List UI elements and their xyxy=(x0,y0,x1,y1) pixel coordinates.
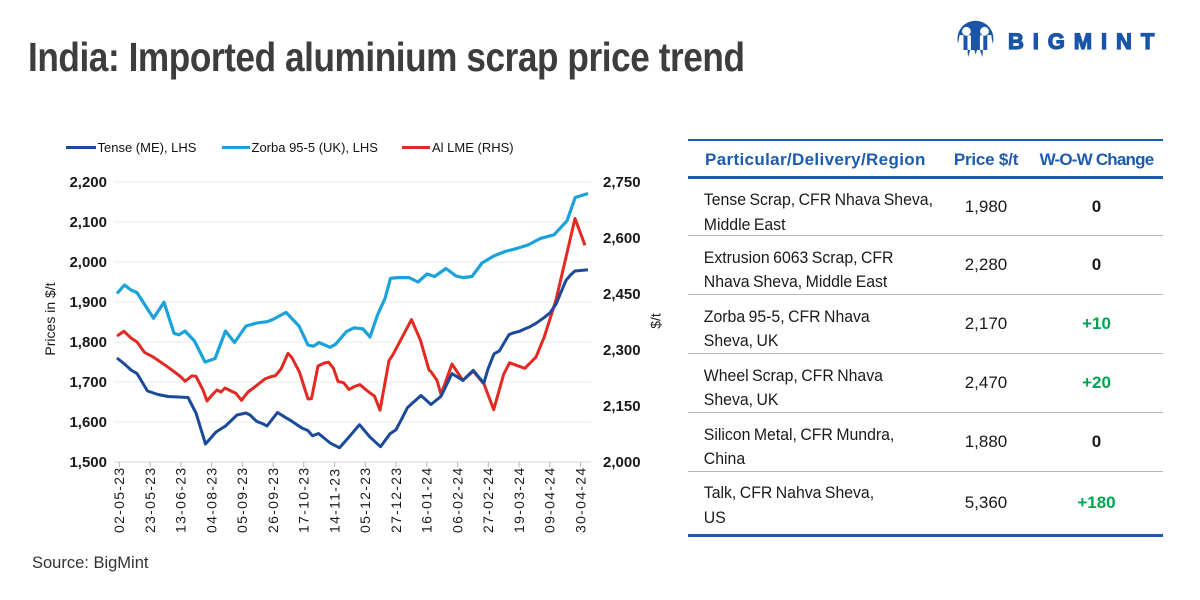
svg-text:2,600: 2,600 xyxy=(603,230,641,247)
svg-text:1,700: 1,700 xyxy=(69,374,107,391)
svg-text:23-05-23: 23-05-23 xyxy=(142,467,158,533)
svg-text:16-01-24: 16-01-24 xyxy=(419,467,435,533)
svg-text:09-04-24: 09-04-24 xyxy=(542,467,558,533)
svg-text:04-08-23: 04-08-23 xyxy=(203,467,219,533)
svg-text:1,900: 1,900 xyxy=(69,294,107,311)
svg-text:Prices in $/t: Prices in $/t xyxy=(42,282,58,355)
svg-text:Al LME (RHS): Al LME (RHS) xyxy=(432,140,514,155)
svg-text:30-04-24: 30-04-24 xyxy=(572,467,588,533)
svg-text:2,450: 2,450 xyxy=(603,286,641,303)
svg-text:$/t: $/t xyxy=(648,313,664,329)
svg-text:2,300: 2,300 xyxy=(603,342,641,359)
svg-text:17-10-23: 17-10-23 xyxy=(296,467,312,533)
svg-text:2,000: 2,000 xyxy=(69,254,107,271)
svg-text:2,750: 2,750 xyxy=(603,174,641,191)
svg-text:Zorba 95-5 (UK), LHS: Zorba 95-5 (UK), LHS xyxy=(252,140,379,155)
svg-text:2,000: 2,000 xyxy=(603,454,641,471)
svg-text:2,150: 2,150 xyxy=(603,398,641,415)
svg-text:05-12-23: 05-12-23 xyxy=(357,467,373,533)
svg-text:2,200: 2,200 xyxy=(69,174,107,191)
svg-text:1,500: 1,500 xyxy=(69,454,107,471)
svg-text:13-06-23: 13-06-23 xyxy=(173,467,189,533)
svg-text:14-11-23: 14-11-23 xyxy=(326,468,342,533)
svg-text:2,100: 2,100 xyxy=(69,214,107,231)
svg-text:02-05-23: 02-05-23 xyxy=(111,467,127,533)
svg-text:Tense (ME), LHS: Tense (ME), LHS xyxy=(98,140,197,155)
svg-text:26-09-23: 26-09-23 xyxy=(265,467,281,533)
svg-text:1,800: 1,800 xyxy=(69,334,107,351)
svg-text:1,600: 1,600 xyxy=(69,414,107,431)
svg-text:27-12-23: 27-12-23 xyxy=(388,467,404,533)
svg-text:19-03-24: 19-03-24 xyxy=(511,467,527,533)
svg-text:05-09-23: 05-09-23 xyxy=(234,467,250,533)
svg-text:27-02-24: 27-02-24 xyxy=(480,467,496,533)
svg-text:06-02-24: 06-02-24 xyxy=(449,467,465,533)
